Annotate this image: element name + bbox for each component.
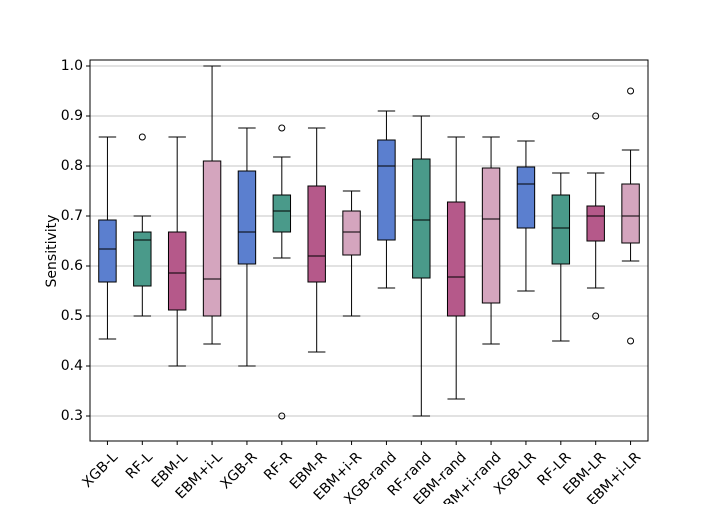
box: [621, 183, 640, 244]
y-axis-label: Sensitivity: [44, 215, 60, 288]
flier: [627, 337, 635, 345]
box: [307, 185, 326, 283]
box: [586, 205, 605, 242]
y-tick-label: 0.3: [61, 408, 83, 424]
flier: [278, 412, 286, 420]
plot-frame: [89, 59, 649, 442]
y-tick-label: 1.0: [61, 58, 83, 74]
flier: [592, 112, 600, 120]
box: [377, 139, 396, 241]
box: [272, 194, 292, 233]
y-tick-label: 0.5: [61, 308, 83, 324]
box: [202, 160, 222, 317]
box: [342, 210, 361, 256]
y-tick-label: 0.9: [61, 108, 83, 124]
box: [481, 167, 501, 304]
box: [551, 194, 571, 265]
x-tick-label: XGB-L: [79, 449, 121, 491]
x-tick-label: XGB-R: [218, 449, 261, 492]
y-tick-label: 0.4: [61, 358, 83, 374]
flier: [627, 87, 635, 95]
box: [133, 231, 152, 287]
y-tick-label: 0.7: [61, 208, 83, 224]
box: [237, 170, 257, 265]
box: [167, 231, 187, 311]
flier: [592, 312, 600, 320]
y-tick-label: 0.6: [61, 258, 83, 274]
box: [446, 201, 466, 317]
flier: [138, 133, 146, 141]
y-tick-label: 0.8: [61, 158, 83, 174]
box: [412, 158, 431, 279]
box: [98, 219, 117, 283]
flier: [278, 124, 286, 132]
box: [516, 166, 536, 229]
